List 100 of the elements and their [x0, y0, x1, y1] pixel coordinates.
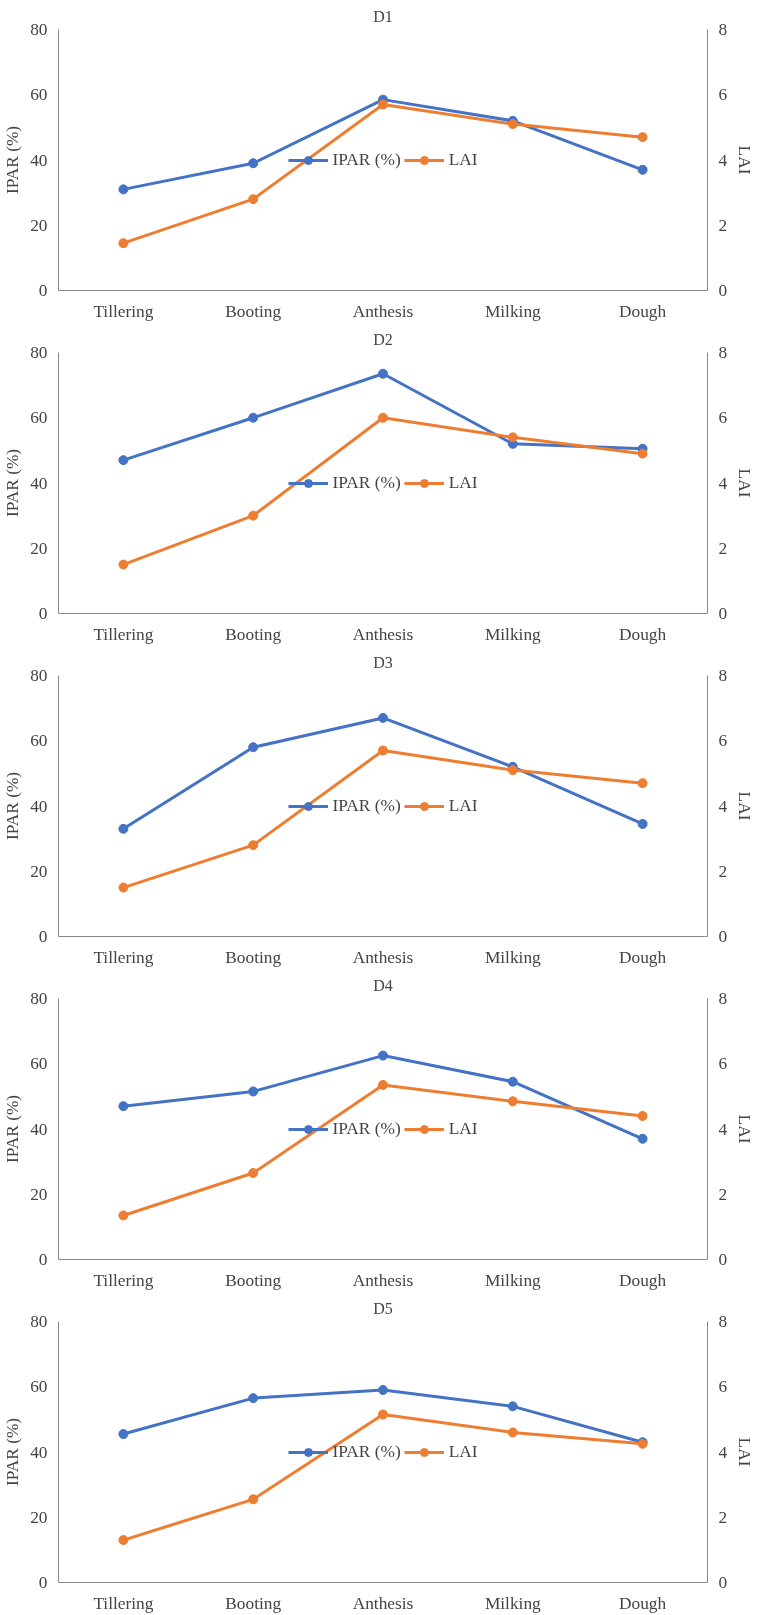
point [637, 778, 648, 789]
point [378, 1385, 388, 1395]
legend-label: IPAR (%) [332, 472, 401, 493]
y-tick-label: 80 [30, 1312, 48, 1331]
y-tick-label: 60 [30, 85, 48, 105]
y2-tick-label: 4 [718, 150, 728, 170]
point [248, 1393, 259, 1404]
y-tick-label: 80 [30, 343, 48, 362]
x-tick-label: Anthesis [352, 1593, 414, 1613]
legend-label: IPAR (%) [332, 149, 401, 170]
y-tick-label: 40 [30, 150, 48, 170]
y2-tick-label: 8 [718, 989, 728, 1008]
point [378, 1050, 388, 1061]
point [118, 823, 129, 834]
y-tick-label: 0 [38, 1573, 48, 1592]
x-tick-label: Anthesis [352, 947, 414, 967]
y2-tick-label: 0 [718, 604, 728, 623]
point [118, 1429, 129, 1440]
y-tick-label: 0 [38, 927, 48, 946]
y-tick-label: 60 [30, 1377, 48, 1397]
point [248, 1494, 259, 1505]
point [378, 412, 388, 423]
y-tick-label: 0 [38, 281, 48, 300]
point [507, 1401, 518, 1412]
x-tick-label: Booting [225, 947, 282, 967]
y2-tick-label: 2 [718, 1184, 728, 1204]
chart-title: D2 [373, 330, 393, 348]
y2-tick-label: 0 [718, 281, 728, 300]
y2-tick-label: 6 [718, 85, 728, 105]
point [248, 840, 259, 851]
point [507, 765, 518, 776]
point [118, 882, 129, 893]
point [248, 510, 259, 521]
chart-title: D1 [373, 7, 393, 25]
point [637, 448, 648, 459]
point [118, 1210, 129, 1221]
point [637, 164, 648, 175]
y-tick-label: 20 [30, 1184, 48, 1204]
x-tick-label: Tillering [93, 1270, 154, 1290]
y2-axis-title: LAI [735, 1114, 755, 1144]
point [248, 194, 259, 205]
legend-label: IPAR (%) [332, 1441, 401, 1462]
point [378, 1409, 388, 1420]
y2-tick-label: 8 [718, 1312, 728, 1331]
y2-tick-label: 8 [718, 20, 728, 39]
point [507, 1427, 518, 1438]
chart-title: D4 [373, 976, 393, 994]
y2-tick-label: 0 [718, 927, 728, 946]
chart-title: D5 [373, 1299, 393, 1317]
y-tick-label: 40 [30, 1119, 48, 1139]
x-tick-label: Dough [619, 301, 667, 321]
y-tick-label: 40 [30, 473, 48, 493]
legend-label: LAI [448, 1441, 478, 1462]
y-tick-label: 20 [30, 1507, 48, 1527]
y2-axis-title: LAI [735, 791, 755, 821]
y2-tick-label: 4 [718, 1442, 728, 1462]
y-axis-title: IPAR (%) [3, 1417, 23, 1487]
x-tick-label: Dough [619, 624, 667, 644]
point [378, 368, 388, 379]
x-tick-label: Dough [619, 1593, 667, 1613]
y2-tick-label: 6 [718, 1377, 728, 1397]
point [248, 412, 259, 423]
point [507, 432, 518, 443]
legend-label: LAI [448, 795, 478, 816]
x-tick-label: Milking [484, 1593, 542, 1613]
x-tick-label: Tillering [93, 624, 154, 644]
y-tick-label: 80 [30, 20, 48, 39]
legend-label: LAI [448, 1118, 478, 1139]
x-tick-label: Dough [619, 947, 667, 967]
y-tick-label: 60 [30, 408, 48, 428]
x-tick-label: Milking [484, 1270, 542, 1290]
x-tick-label: Milking [484, 301, 542, 321]
x-tick-label: Milking [484, 624, 542, 644]
point [248, 1086, 259, 1097]
y-tick-label: 0 [38, 1250, 48, 1269]
point [637, 132, 648, 143]
point [118, 184, 129, 195]
point [507, 1076, 518, 1087]
y-axis-title: IPAR (%) [3, 448, 23, 518]
point [118, 455, 129, 466]
y2-axis-title: LAI [735, 468, 755, 498]
y-tick-label: 20 [30, 215, 48, 235]
x-tick-label: Tillering [93, 1593, 154, 1613]
x-tick-label: Anthesis [352, 624, 414, 644]
y2-axis-title: LAI [735, 145, 755, 175]
point [637, 818, 648, 829]
point [248, 742, 259, 753]
y2-tick-label: 4 [718, 473, 728, 493]
point [118, 1535, 129, 1546]
legend-label: IPAR (%) [332, 795, 401, 816]
x-tick-label: Booting [225, 1270, 282, 1290]
x-tick-label: Tillering [93, 947, 154, 967]
x-tick-label: Booting [225, 1593, 282, 1613]
x-tick-label: Booting [225, 301, 282, 321]
x-tick-label: Milking [484, 947, 542, 967]
y-tick-label: 40 [30, 1442, 48, 1462]
y2-tick-label: 2 [718, 215, 728, 235]
y2-tick-label: 0 [718, 1250, 728, 1269]
point [118, 559, 129, 570]
chart-title: D3 [373, 653, 393, 671]
